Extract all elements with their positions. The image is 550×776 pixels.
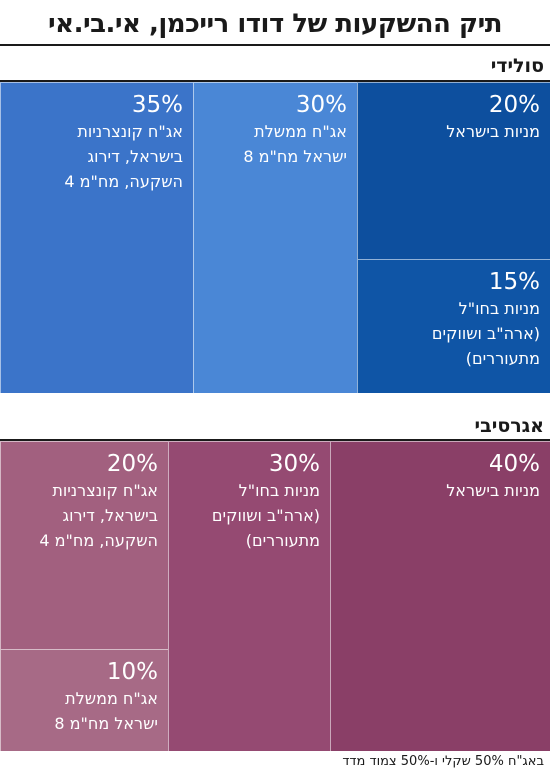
section-divider-solid	[0, 80, 550, 82]
tile-solid-gov-bonds: 30% אג"ח ממשלת ישראל מח"מ 8	[193, 82, 357, 393]
tile-aggr-corporate-bonds: 20% אג"ח קונצרניות בישראל, דירוג השקעה, מ…	[0, 441, 168, 649]
tile-aggr-israel-stocks-percent: 40%	[488, 451, 540, 477]
tile-solid-corporate-bonds-label: אג"ח קונצרניות בישראל, דירוג השקעה, מח"מ…	[64, 122, 183, 191]
tile-aggr-gov-bonds-label: אג"ח ממשלת ישראל מח"מ 8	[54, 689, 158, 733]
tile-aggr-foreign-stocks: 30% מניות בחו"ל (ארה"ב ושווקים מתעוררים)	[168, 441, 330, 751]
chart-title: תיק ההשקעות של דודו רייכמן, אי.בי.אי	[47, 9, 503, 39]
tile-solid-gov-bonds-percent: 30%	[295, 92, 347, 118]
tile-aggr-foreign-stocks-percent: 30%	[268, 451, 320, 477]
tile-aggr-gov-bonds: 10% אג"ח ממשלת ישראל מח"מ 8	[0, 649, 168, 751]
tile-solid-foreign-stocks-percent: 15%	[488, 269, 540, 295]
footnote: באג"ח 50% שקלי ו-50% צמוד מדד	[342, 754, 544, 769]
tile-solid-corporate-bonds: 35% אג"ח קונצרניות בישראל, דירוג השקעה, מ…	[0, 82, 193, 393]
section-label-solid: סולידי	[490, 55, 544, 77]
tile-aggr-gov-bonds-percent: 10%	[106, 659, 158, 685]
section-divider-aggressive	[0, 439, 550, 441]
title-divider	[0, 44, 550, 46]
tile-aggr-israel-stocks: 40% מניות בישראל	[330, 441, 550, 751]
tile-solid-israel-stocks: 20% מניות בישראל	[357, 82, 550, 259]
section-label-aggressive: אגרסיבי	[474, 415, 544, 437]
tile-aggr-israel-stocks-label: מניות בישראל	[446, 481, 540, 500]
tile-solid-foreign-stocks-label: מניות בחו"ל (ארה"ב ושווקים מתעוררים)	[431, 299, 540, 368]
tile-aggr-corporate-bonds-percent: 20%	[106, 451, 158, 477]
tile-solid-gov-bonds-label: אג"ח ממשלת ישראל מח"מ 8	[243, 122, 347, 166]
tile-solid-corporate-bonds-percent: 35%	[131, 92, 183, 118]
tile-solid-foreign-stocks: 15% מניות בחו"ל (ארה"ב ושווקים מתעוררים)	[357, 259, 550, 393]
tile-aggr-foreign-stocks-label: מניות בחו"ל (ארה"ב ושווקים מתעוררים)	[211, 481, 320, 550]
tile-solid-israel-stocks-percent: 20%	[488, 92, 540, 118]
tile-solid-israel-stocks-label: מניות בישראל	[446, 122, 540, 141]
tile-aggr-corporate-bonds-label: אג"ח קונצרניות בישראל, דירוג השקעה, מח"מ…	[39, 481, 158, 550]
